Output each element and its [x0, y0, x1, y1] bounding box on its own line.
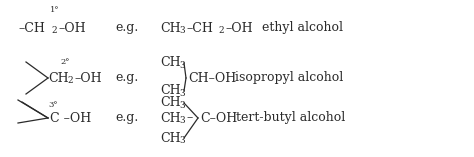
Text: 3: 3	[179, 101, 185, 110]
Text: 2: 2	[218, 26, 224, 35]
Text: isopropyl alcohol: isopropyl alcohol	[231, 71, 343, 84]
Text: CH: CH	[160, 57, 181, 70]
Text: CH: CH	[160, 22, 181, 35]
Text: 1°: 1°	[50, 6, 60, 14]
Text: CH: CH	[160, 132, 181, 144]
Text: 3: 3	[179, 136, 185, 145]
Text: 2: 2	[51, 26, 56, 35]
Text: e.g.: e.g.	[115, 22, 138, 35]
Text: CH: CH	[160, 97, 181, 109]
Text: CH: CH	[48, 71, 69, 84]
Text: e.g.: e.g.	[115, 71, 138, 84]
Text: CH: CH	[160, 84, 181, 97]
Text: –OH: –OH	[58, 22, 86, 35]
Text: tert-butyl alcohol: tert-butyl alcohol	[228, 111, 345, 125]
Text: –OH: –OH	[74, 71, 101, 84]
Text: CH–OH: CH–OH	[188, 71, 236, 84]
Text: 2°: 2°	[60, 58, 69, 66]
Text: C –OH: C –OH	[50, 111, 91, 125]
Text: 2: 2	[67, 76, 73, 85]
Text: –: –	[186, 111, 192, 125]
Text: 3: 3	[179, 116, 185, 125]
Text: 3°: 3°	[48, 101, 57, 109]
Text: 3: 3	[179, 26, 185, 35]
Text: 3: 3	[179, 61, 185, 70]
Text: –CH: –CH	[18, 22, 45, 35]
Text: 3: 3	[179, 89, 185, 98]
Text: –OH: –OH	[225, 22, 253, 35]
Text: C–OH: C–OH	[200, 111, 237, 125]
Text: CH: CH	[160, 111, 181, 125]
Text: ethyl alcohol: ethyl alcohol	[258, 22, 343, 35]
Text: –CH: –CH	[186, 22, 213, 35]
Text: e.g.: e.g.	[115, 111, 138, 125]
